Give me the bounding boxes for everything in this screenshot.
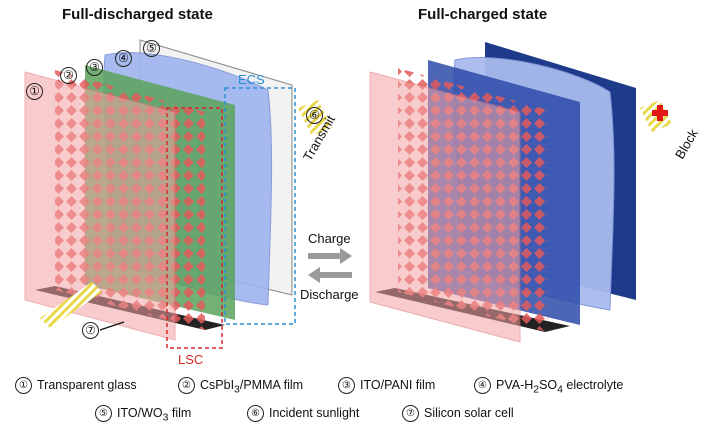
legend-item-4: ④ PVA-H2SO4 electrolyte xyxy=(474,377,623,395)
lsc-box xyxy=(166,107,223,349)
left-glass xyxy=(24,71,176,341)
legend-item-6: ⑥ Incident sunlight xyxy=(247,405,359,422)
marker-3: ③ xyxy=(86,59,103,76)
marker-5: ⑤ xyxy=(143,40,160,57)
state-arrows xyxy=(308,248,352,283)
legend-item-5: ⑤ ITO/WO3 film xyxy=(95,405,191,423)
marker-7: ⑦ xyxy=(82,322,99,339)
title-discharged: Full-discharged state xyxy=(62,6,213,23)
right-device xyxy=(369,42,672,343)
left-sunlight-out xyxy=(40,282,102,328)
marker-6: ⑥ xyxy=(306,107,323,124)
discharge-label: Discharge xyxy=(300,287,359,302)
legend-item-2: ② CsPbI3/PMMA film xyxy=(178,377,303,395)
legend-item-3: ③ ITO/PANI film xyxy=(338,377,435,394)
marker-2: ② xyxy=(60,67,77,84)
left-device xyxy=(24,39,332,349)
ecs-label: ECS xyxy=(238,72,265,87)
marker-1: ① xyxy=(26,83,43,100)
lsc-label: LSC xyxy=(178,352,204,367)
legend-item-7: ⑦ Silicon solar cell xyxy=(402,405,514,422)
title-charged: Full-charged state xyxy=(418,6,548,23)
legend-item-1: ① Transparent glass xyxy=(15,377,137,394)
ecs-box xyxy=(224,87,296,325)
marker-4: ④ xyxy=(115,50,132,67)
charge-label: Charge xyxy=(308,231,351,246)
right-glass xyxy=(369,71,521,343)
block-cross-icon xyxy=(652,105,668,121)
discharge-arrow xyxy=(308,267,352,283)
charge-arrow xyxy=(308,248,352,264)
